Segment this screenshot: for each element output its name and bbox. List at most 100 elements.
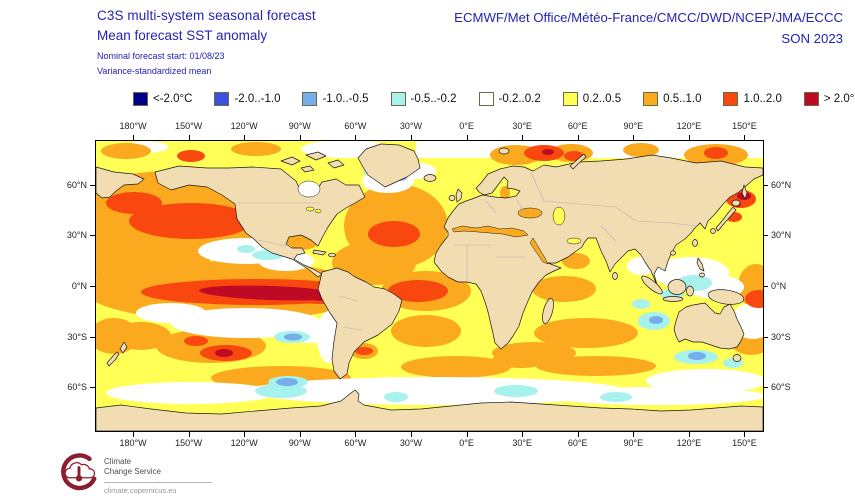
axis-tick (244, 432, 246, 437)
lon-label-bottom: 120°W (230, 438, 258, 448)
lon-label-bottom: 150°E (732, 438, 757, 448)
lon-label-bottom: 30°W (399, 438, 423, 448)
cool-zones-cyan (237, 166, 743, 402)
axis-tick (90, 286, 95, 287)
red-sea (529, 237, 549, 265)
lat-label-left: 0°N (71, 281, 87, 291)
axis-tick (466, 135, 468, 140)
legend-label: -0.2..0.2 (498, 93, 541, 105)
logo-name-line1: Climate (104, 457, 132, 466)
legend-label: 0.2..0.5 (582, 93, 622, 105)
axis-tick (410, 135, 412, 140)
axis-tick (90, 184, 95, 186)
hainan (670, 250, 676, 256)
legend-label: 1.0..2.0 (743, 93, 782, 105)
axis-tick (688, 432, 690, 437)
legend-swatch-blue (214, 92, 230, 106)
legend-swatch-white (478, 92, 494, 106)
ne-siberia (95, 166, 145, 199)
cuba (312, 249, 327, 256)
season-label: SON 2023 (781, 31, 843, 46)
japan (715, 206, 737, 232)
country-borders (238, 172, 697, 331)
lon-label-top: 150°E (732, 121, 757, 131)
map-frame (66, 140, 775, 432)
persian-gulf (566, 237, 582, 245)
legend-label: <-2.0°C (153, 93, 193, 105)
axis-tick (763, 286, 768, 287)
legend-item-cyan: -0.5..-0.2 (390, 92, 457, 106)
marginal-seas (297, 180, 582, 265)
java (662, 296, 684, 302)
axis-tick (90, 387, 95, 389)
axis-tick (522, 432, 524, 437)
lon-label-top: 60°W (344, 121, 367, 131)
lon-label-top: 30°E (512, 121, 532, 131)
axis-tick (522, 135, 524, 140)
lat-label-left: 60°N (66, 179, 87, 190)
axis-tick (188, 135, 190, 140)
legend-item-dred: > 2.0°C (803, 92, 855, 106)
lon-label-bottom: 180°W (119, 438, 147, 448)
logo-name-line2: Change Service (104, 467, 161, 477)
footer-url: climate.copernicus.eu (104, 481, 212, 496)
lat-label-right: 30°S (771, 331, 791, 342)
legend-item-white: -0.2..0.2 (478, 92, 541, 106)
australia (673, 302, 745, 350)
lon-label-bottom: 60°E (567, 438, 588, 448)
novaya-zemlya (569, 153, 587, 170)
legend-item-lblue: -1.0..-0.5 (302, 92, 369, 106)
antarctica (95, 389, 764, 432)
lat-label-right: 60°S (771, 382, 791, 393)
logo-ring (61, 453, 97, 491)
lon-label-bottom: 0°E (459, 438, 474, 448)
legend-swatch-cyan (390, 92, 406, 106)
axis-tick (244, 135, 246, 140)
great-lakes-2 (314, 208, 322, 214)
axis-tick (744, 135, 746, 140)
svalbard (498, 147, 510, 155)
legend-swatch-yellow (562, 92, 578, 106)
legend-item-blue: -2.0..-1.0 (214, 92, 280, 106)
axis-tick (763, 184, 768, 186)
legend-label: -1.0..-0.5 (322, 93, 369, 105)
lon-label-top: 120°E (676, 121, 702, 131)
hokkaido (731, 199, 741, 207)
legend-label: -0.5..-0.2 (410, 93, 457, 105)
hudson-bay (297, 180, 321, 198)
iceland (423, 174, 437, 182)
lon-label-top: 180°W (119, 121, 147, 131)
page-subtitle: Mean forecast SST anomaly (97, 28, 268, 43)
color-legend: <-2.0°C -2.0..-1.0 -1.0..-0.5 -0.5..-0.2 -0.… (133, 90, 855, 108)
axis-tick (633, 135, 635, 140)
variance-note: Variance-standardized mean (97, 66, 212, 76)
lat-label-right: 60°N (771, 179, 792, 190)
tasmania (732, 354, 742, 362)
copernicus-c3s-logo (61, 453, 97, 491)
ireland (448, 195, 456, 201)
lon-label-bottom: 30°E (512, 438, 532, 448)
axis-tick (299, 135, 301, 140)
axis-tick (410, 432, 412, 437)
south-america (317, 267, 403, 380)
sakhalin (741, 184, 748, 200)
forecast-start-note: Nominal forecast start: 01/08/23 (97, 51, 225, 61)
lon-label-top: 120°W (230, 121, 258, 131)
britain (455, 188, 463, 203)
axis-tick (90, 336, 95, 338)
axis-tick (577, 432, 579, 437)
lat-label-right: 0°N (771, 281, 787, 291)
taiwan (692, 239, 698, 247)
legend-label: > 2.0°C (823, 93, 855, 105)
page-title: C3S multi-system seasonal forecast (97, 8, 316, 23)
lon-label-top: 90°W (288, 121, 311, 131)
legend-swatch-rorange (723, 92, 739, 106)
axis-tick (188, 432, 190, 437)
axis-tick (299, 432, 301, 437)
axis-tick (763, 235, 768, 237)
mindanao (699, 272, 705, 278)
lon-label-bottom: 150°W (175, 438, 203, 448)
forecast-centers: ECMWF/Met Office/Météo-France/CMCC/DWD/N… (454, 10, 843, 25)
madagascar (542, 298, 554, 324)
